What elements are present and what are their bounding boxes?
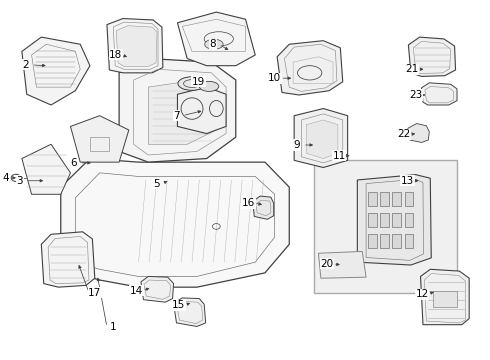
Text: 10: 10 xyxy=(268,73,281,83)
Text: 4: 4 xyxy=(2,173,9,183)
Polygon shape xyxy=(253,196,274,219)
Polygon shape xyxy=(421,83,457,105)
Text: 12: 12 xyxy=(416,289,429,299)
Polygon shape xyxy=(408,37,456,76)
Text: 5: 5 xyxy=(153,179,159,189)
Bar xyxy=(392,234,401,248)
Bar xyxy=(314,160,457,293)
Polygon shape xyxy=(22,37,90,105)
Text: 6: 6 xyxy=(70,158,77,168)
Text: 7: 7 xyxy=(173,111,180,121)
Ellipse shape xyxy=(178,77,206,90)
Bar xyxy=(368,192,377,206)
Text: 15: 15 xyxy=(172,300,186,310)
Bar xyxy=(380,192,389,206)
Bar xyxy=(405,234,413,248)
Polygon shape xyxy=(357,175,431,265)
Text: 13: 13 xyxy=(401,176,414,186)
Text: 21: 21 xyxy=(406,64,419,74)
Bar xyxy=(405,213,413,227)
Polygon shape xyxy=(177,87,226,134)
Polygon shape xyxy=(277,41,343,95)
Polygon shape xyxy=(22,144,71,194)
Text: 14: 14 xyxy=(130,286,143,296)
Polygon shape xyxy=(420,269,469,325)
Ellipse shape xyxy=(199,81,219,91)
Bar xyxy=(392,213,401,227)
Polygon shape xyxy=(318,251,366,278)
Text: 8: 8 xyxy=(210,39,216,49)
Text: 19: 19 xyxy=(192,77,205,87)
Bar xyxy=(380,234,389,248)
Polygon shape xyxy=(306,120,338,158)
Text: 11: 11 xyxy=(333,151,346,161)
Text: 1: 1 xyxy=(109,322,116,332)
Polygon shape xyxy=(148,80,217,144)
Text: 3: 3 xyxy=(17,176,23,186)
Bar xyxy=(368,234,377,248)
Polygon shape xyxy=(408,123,429,143)
Polygon shape xyxy=(173,298,206,327)
Polygon shape xyxy=(141,276,173,302)
Text: 2: 2 xyxy=(23,60,29,70)
Polygon shape xyxy=(177,12,255,66)
Polygon shape xyxy=(116,26,157,66)
Bar xyxy=(380,213,389,227)
Polygon shape xyxy=(107,18,163,73)
Ellipse shape xyxy=(205,39,223,49)
Bar xyxy=(392,192,401,206)
Polygon shape xyxy=(41,232,95,287)
Text: 9: 9 xyxy=(294,140,300,150)
Text: 23: 23 xyxy=(409,90,422,100)
Text: 16: 16 xyxy=(242,198,255,208)
Polygon shape xyxy=(71,116,129,162)
Text: 18: 18 xyxy=(109,50,122,60)
Polygon shape xyxy=(294,109,347,167)
Polygon shape xyxy=(61,158,289,287)
Bar xyxy=(405,192,413,206)
Polygon shape xyxy=(433,291,457,307)
Text: 20: 20 xyxy=(320,259,334,269)
Text: 22: 22 xyxy=(397,129,411,139)
Text: 17: 17 xyxy=(88,288,101,297)
Polygon shape xyxy=(119,59,236,162)
Bar xyxy=(368,213,377,227)
